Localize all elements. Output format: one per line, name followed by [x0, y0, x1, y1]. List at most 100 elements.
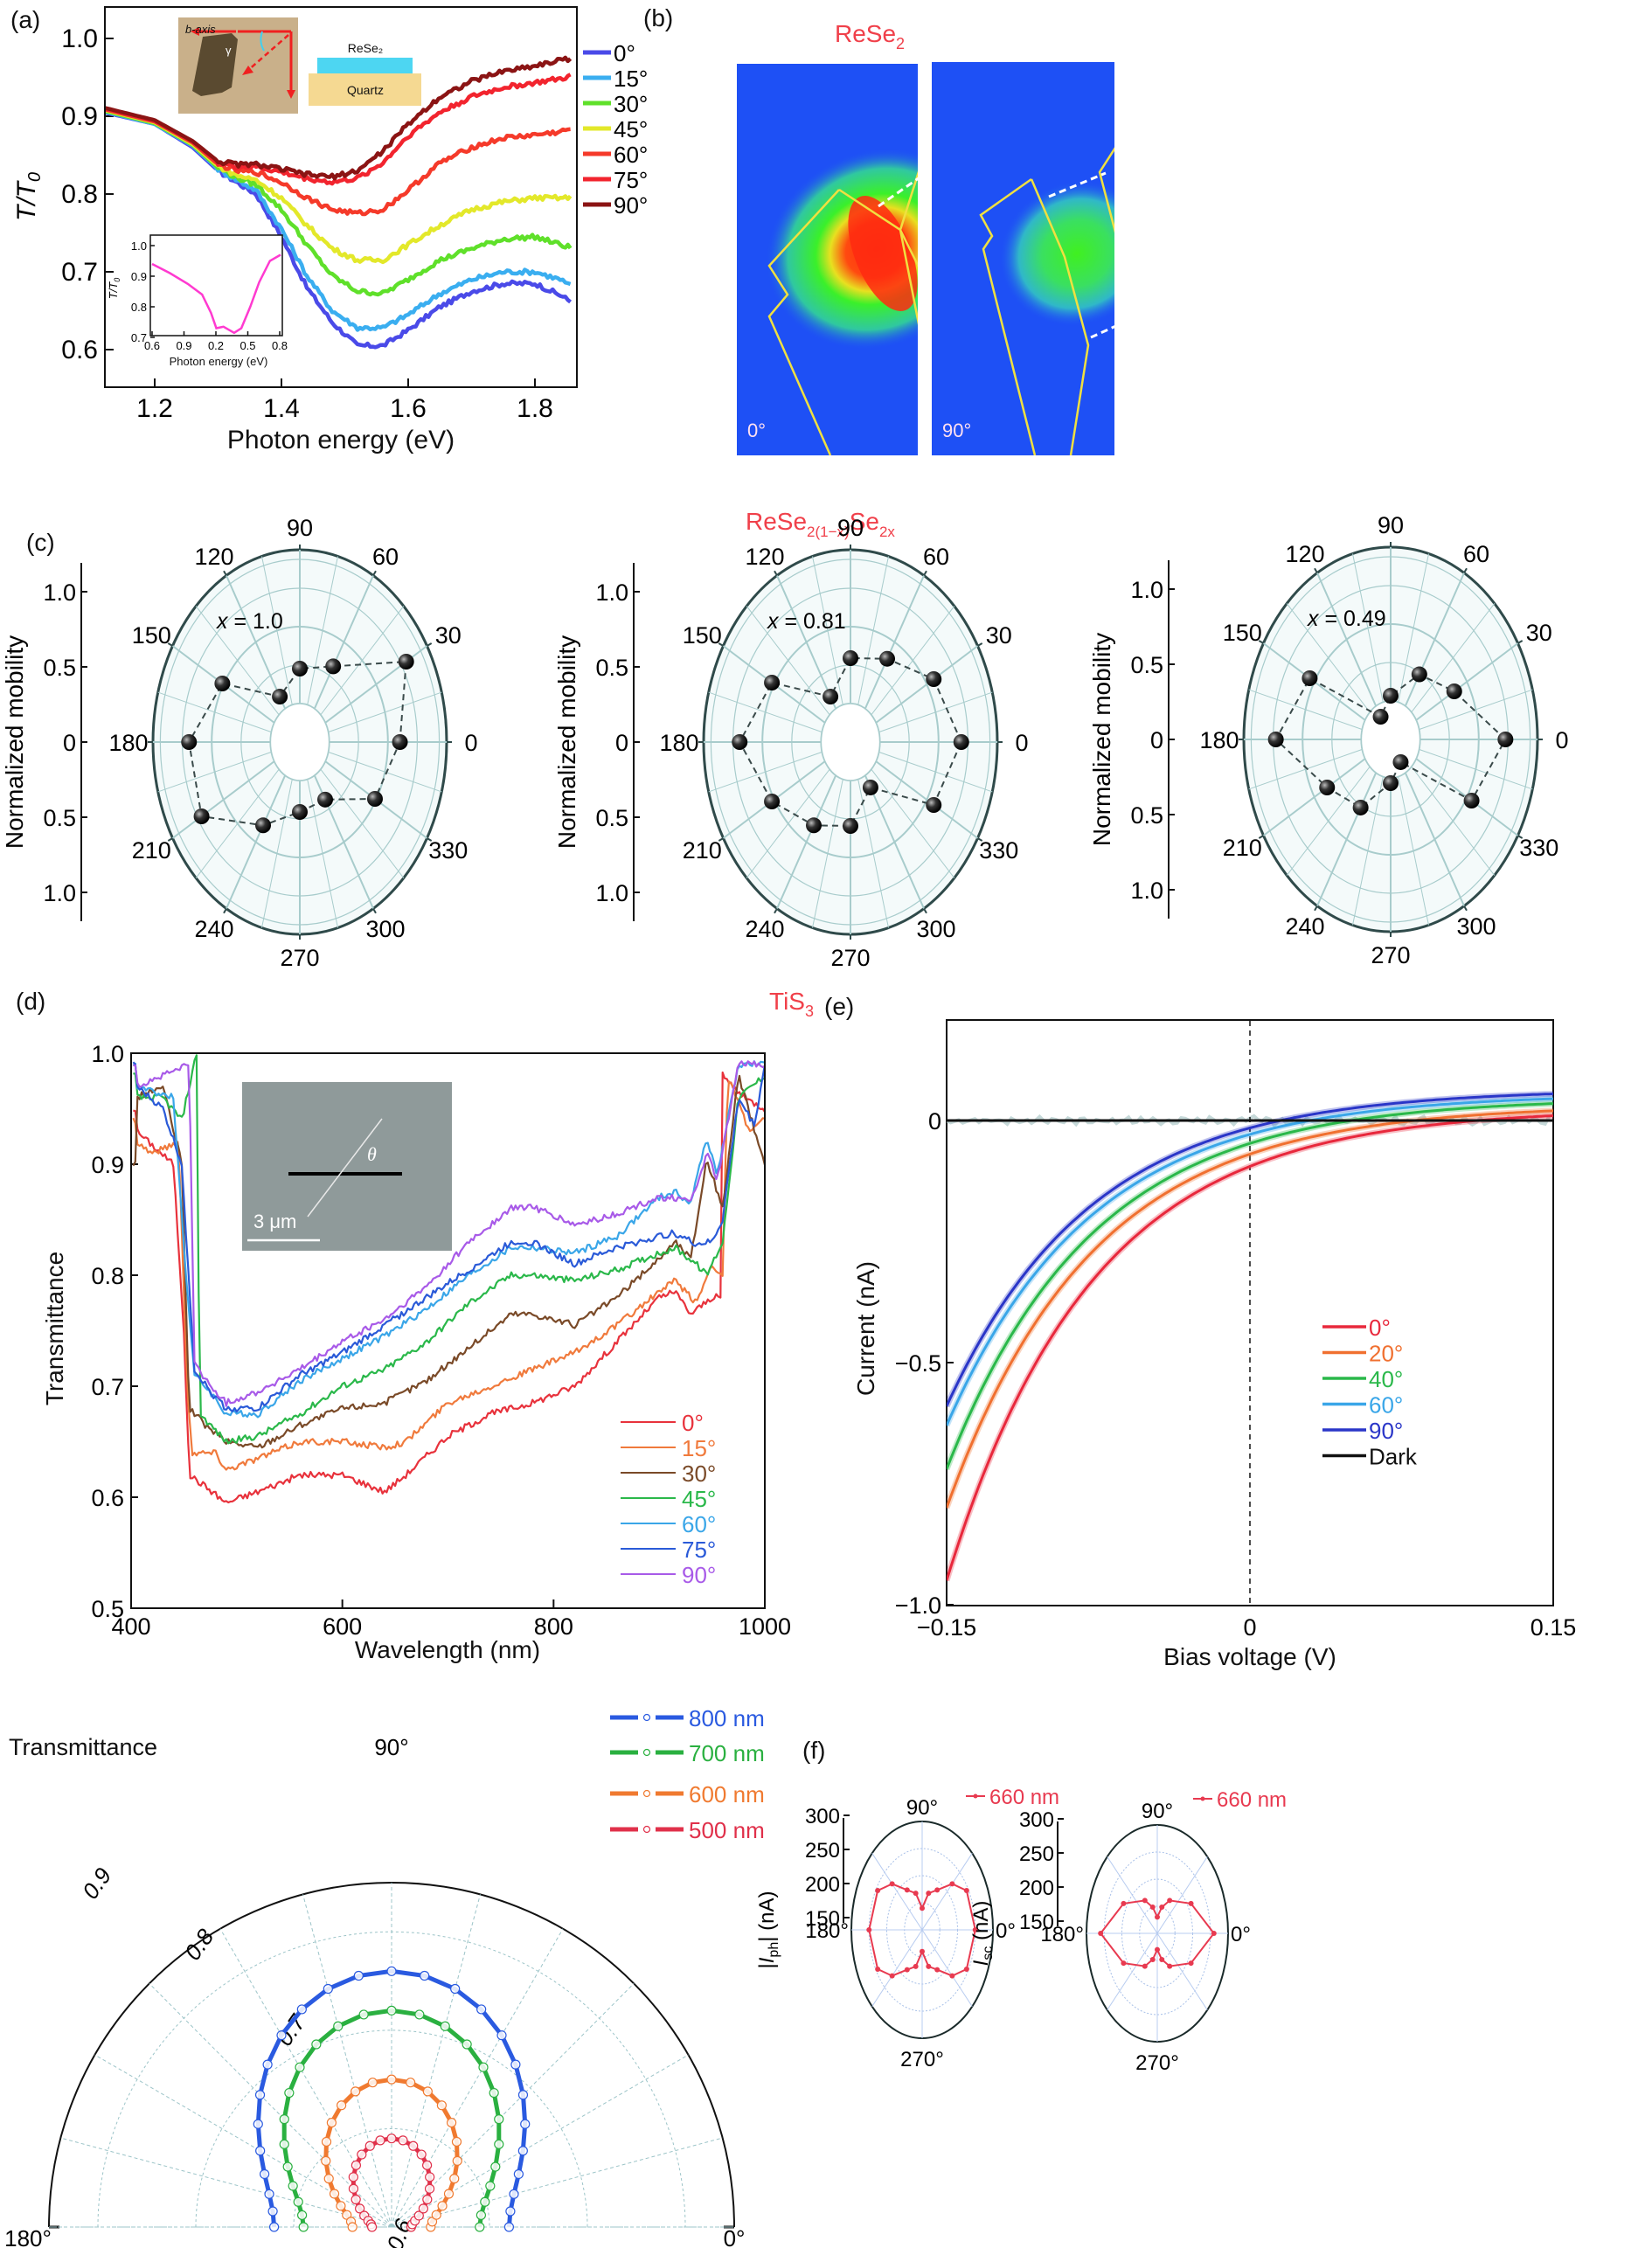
data-point [1188, 1900, 1194, 1906]
polar-grid-spoke [1316, 772, 1378, 906]
data-point [413, 2210, 424, 2221]
chart-d: 400 600 800 1000 0.5 0.6 0.7 0.8 0.9 1.0 θ 3 μm W… [41, 1041, 791, 1663]
data-point [1392, 753, 1409, 770]
y-tick-label: 0.9 [61, 102, 98, 131]
data-point [311, 2039, 322, 2050]
polar-grid-spoke [391, 2054, 689, 2228]
polar-grid-spoke [302, 1894, 392, 2228]
data-point [295, 2062, 305, 2072]
data-point [446, 2117, 457, 2128]
polar-grid-spoke [708, 691, 823, 733]
intensity-hotspot [999, 180, 1114, 327]
data-point [351, 2194, 361, 2205]
polar-grid-spoke [1398, 776, 1429, 926]
angle-tick-label: 60 [1463, 541, 1489, 567]
radial-tick-label: 0 [63, 730, 76, 756]
data-point [260, 2168, 270, 2180]
radial-tick-label: 1.0 [43, 880, 76, 906]
data-point [913, 1891, 919, 1897]
y-tick-label: −0.5 [895, 1350, 941, 1377]
legend-label: 45° [614, 116, 648, 142]
composition-annotation: x = 1.0 [216, 609, 283, 634]
radial-tick-label: 0 [1150, 727, 1163, 753]
data-point [1188, 1960, 1194, 1967]
polar-grid-spoke [195, 768, 280, 878]
data-point [934, 1887, 941, 1893]
angle-label-0: 0° [996, 1919, 1016, 1943]
radial-axis-label: Normalized mobility [553, 635, 580, 849]
polar-center [1360, 700, 1421, 779]
data-point [1159, 1956, 1165, 1962]
legend-marker [642, 1825, 651, 1834]
x-tick-label: 800 [534, 1613, 573, 1640]
fit-line-60deg [947, 1097, 1553, 1426]
data-point [1319, 780, 1336, 795]
legend-label: 60° [1369, 1392, 1403, 1419]
data-point [450, 1983, 461, 1995]
angle-tick [774, 908, 778, 914]
legend-label: 30° [614, 91, 648, 117]
angle-tick [1517, 640, 1524, 644]
x-tick-label: −0.15 [917, 1614, 976, 1641]
angle-label-90: 90° [906, 1796, 938, 1820]
data-point [496, 2030, 507, 2041]
data-point [485, 2181, 496, 2191]
polar-legend: 800 nm 700 nm 600 nm 500 nm [610, 1705, 765, 1843]
data-point [414, 2009, 425, 2020]
data-point [949, 1881, 955, 1887]
polar-grid-spoke [1286, 766, 1371, 876]
angle-tick-label: 240 [194, 916, 233, 942]
x-tick-label: 400 [111, 1613, 150, 1640]
legend-label: 500 nm [689, 1817, 765, 1843]
angle-label-0: 0° [1231, 1923, 1251, 1946]
gamma-label: γ [226, 44, 232, 57]
inset-y-tick-label: 0.7 [131, 331, 147, 344]
polar-grid-spoke [812, 556, 843, 705]
data-point [451, 2136, 462, 2147]
legend-label: 75° [614, 167, 648, 193]
polar-subplot-3: 0 30 60 90 120 150 180 210 240 270 300 330 1.0 0.5 0 0.… [1088, 512, 1569, 968]
data-point [934, 1967, 941, 1973]
legend-label: 800 nm [689, 1705, 765, 1731]
angle-label-90: 90° [1142, 1800, 1173, 1823]
series-line-60deg [132, 1060, 764, 1419]
polar-grid-spoke [871, 606, 955, 716]
data-point [963, 1888, 969, 1894]
inset-x-tick-label: 0.9 [176, 339, 191, 352]
data-point [1372, 709, 1389, 725]
angle-tick-label: 60 [372, 544, 399, 570]
data-point [963, 1966, 969, 1972]
data-point [866, 1927, 872, 1932]
data-point [1155, 1946, 1160, 1953]
legend-label: 40° [1369, 1366, 1403, 1392]
data-point [269, 2222, 280, 2232]
legend-label: 30° [682, 1461, 716, 1487]
data-point [351, 2086, 361, 2097]
data-point [297, 2210, 308, 2221]
data-point [904, 1967, 910, 1973]
polar-grid-spoke [746, 606, 830, 716]
angle-tick [1463, 567, 1468, 573]
polar-title: Transmittance [9, 1734, 157, 1760]
legend-label: 660 nm [989, 1786, 1059, 1809]
data-point [398, 2135, 408, 2146]
composition-annotation: x = 0.81 [767, 609, 846, 634]
inset-x-tick-label: 0.8 [272, 339, 288, 352]
legend-label: 90° [1369, 1418, 1403, 1444]
angle-tick-label: 120 [1285, 541, 1324, 567]
angle-tick-label: 180 [1199, 727, 1239, 753]
data-point [357, 2149, 367, 2160]
data-point [953, 734, 969, 750]
inset-x-tick-label: 0.5 [239, 339, 255, 352]
legend-marker [642, 1748, 651, 1757]
chart-c: 03060901201501802102402703003301.00.500.… [1, 512, 1569, 971]
fit-line-40deg [947, 1102, 1553, 1470]
data-point [462, 2039, 472, 2050]
data-point [317, 791, 334, 808]
inset-y-tick-label: 0.8 [131, 301, 147, 314]
data-point [1301, 670, 1318, 686]
data-point [420, 1970, 430, 1981]
data-point [920, 1948, 925, 1954]
data-point [517, 2090, 529, 2100]
